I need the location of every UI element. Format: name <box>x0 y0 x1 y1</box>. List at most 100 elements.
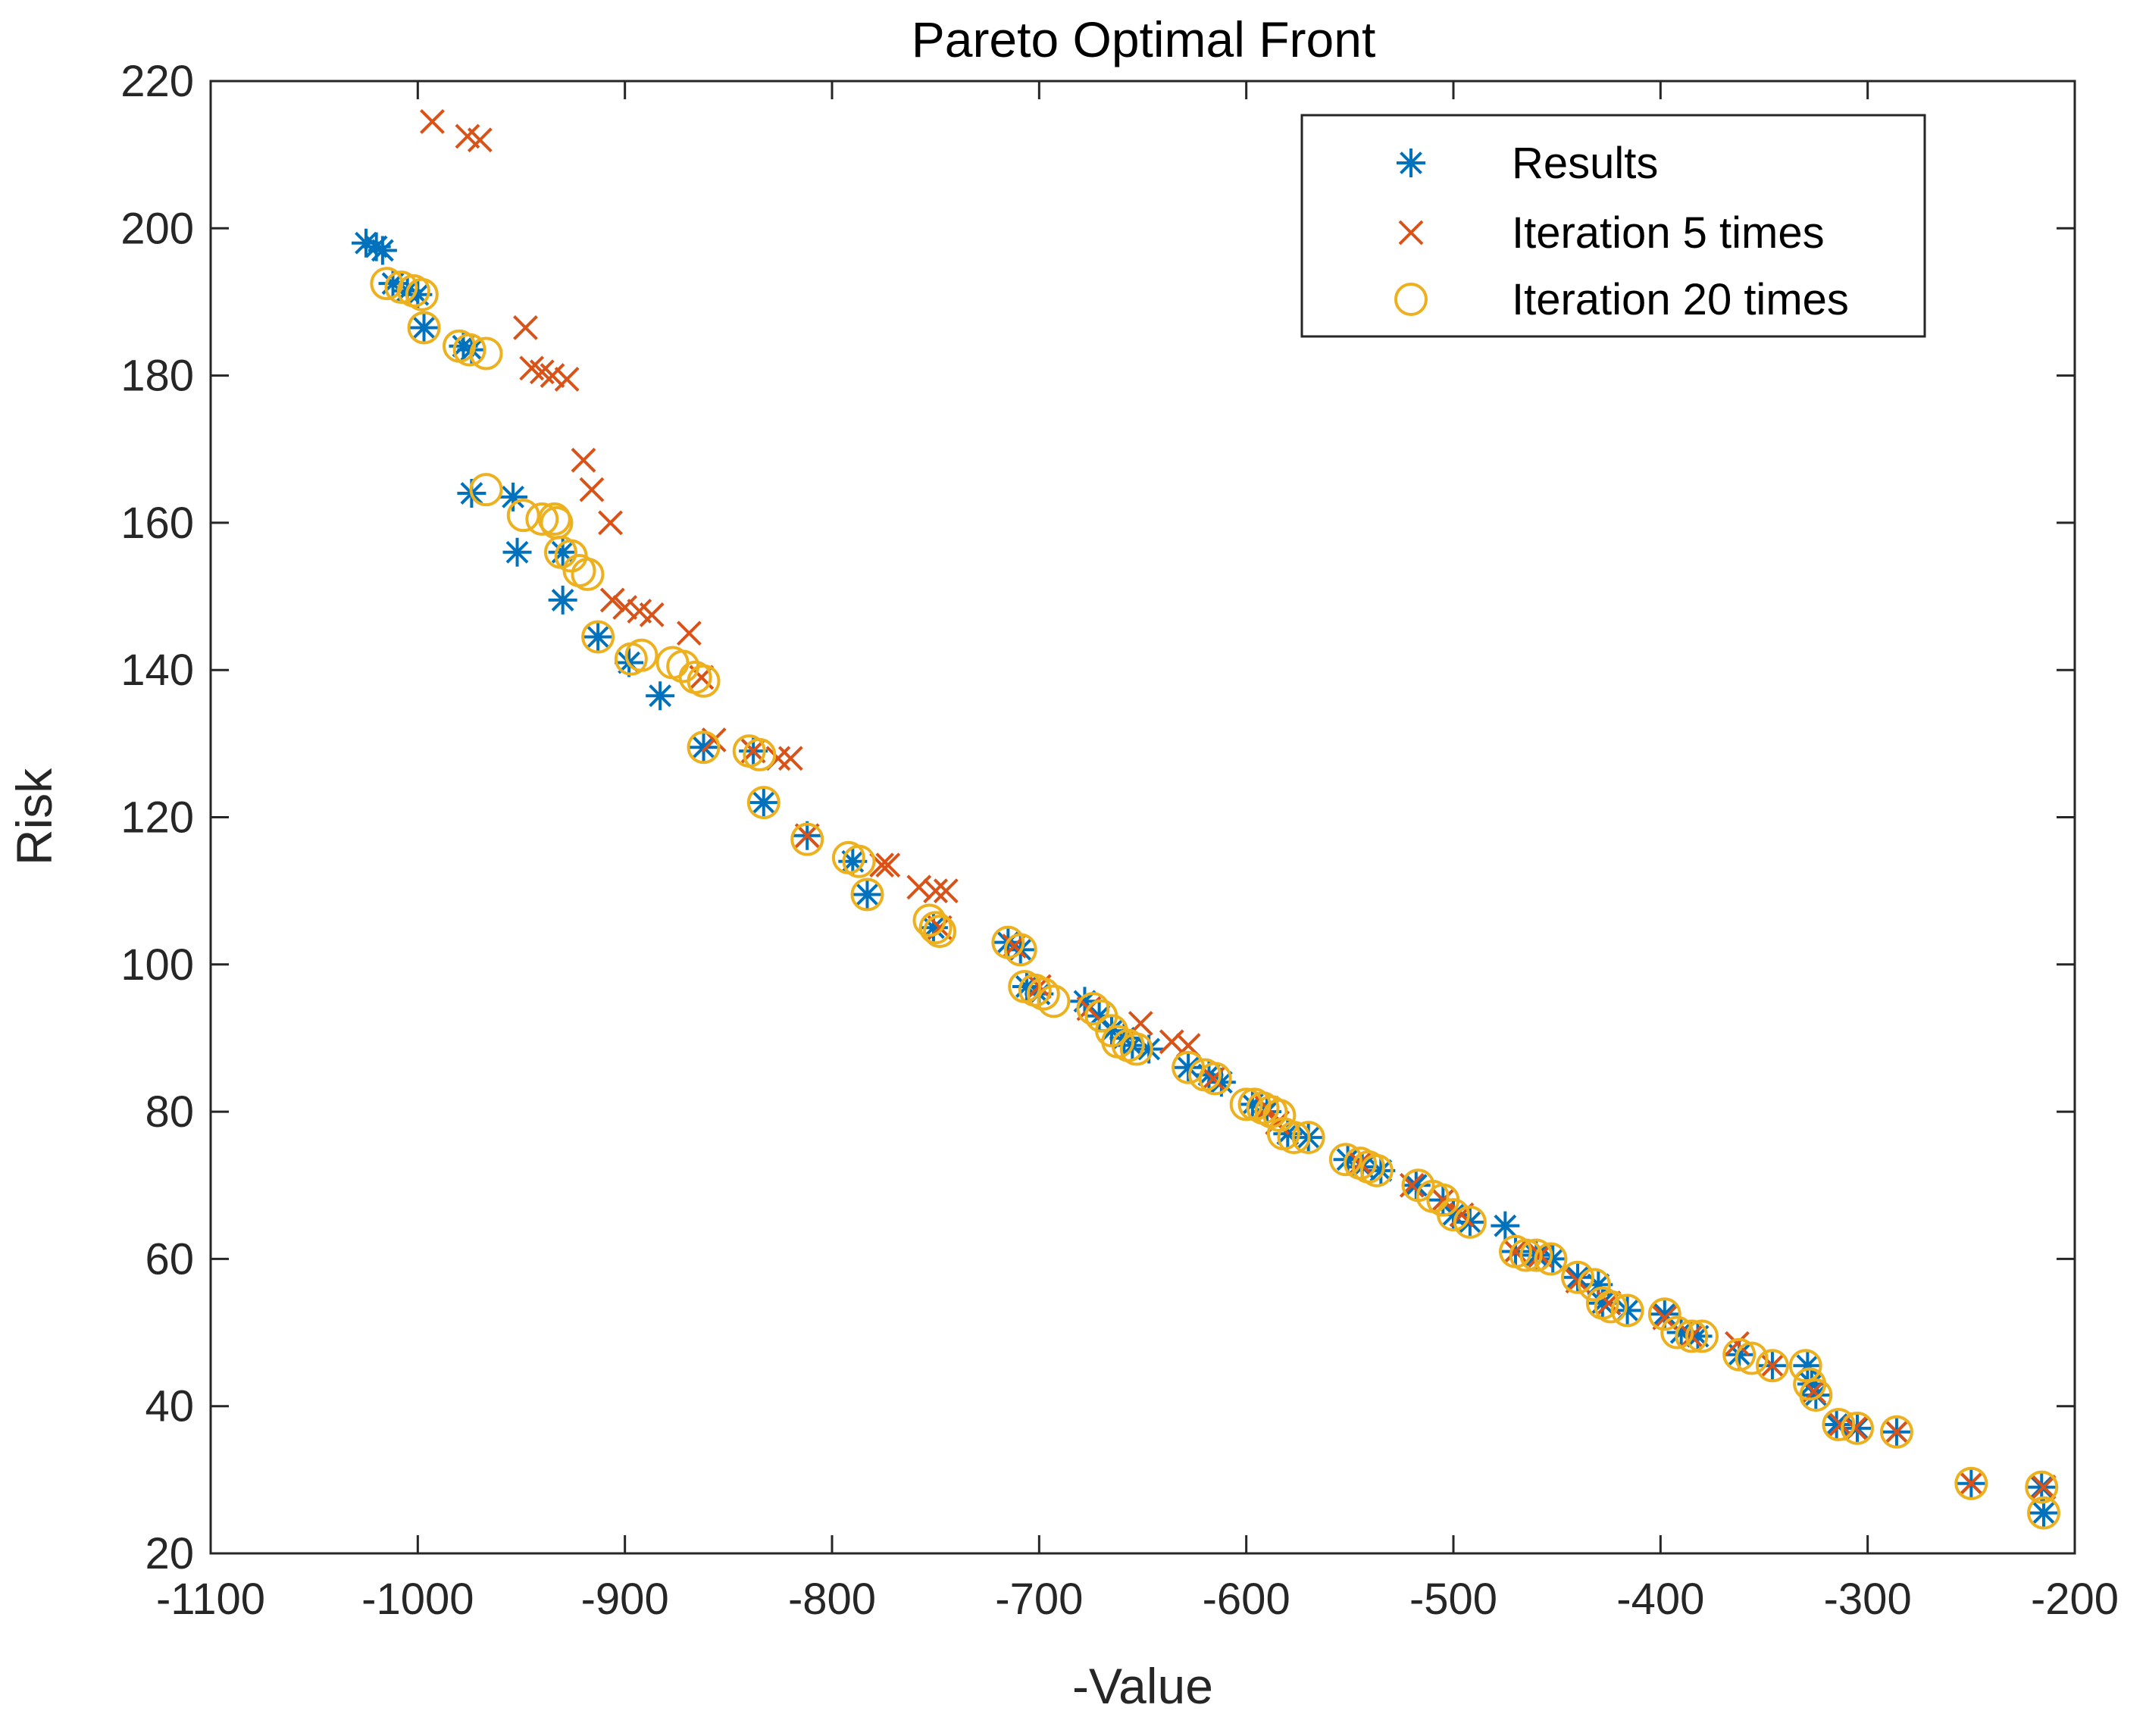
iteration-20-point <box>407 311 441 345</box>
iteration-5-point <box>1958 1471 1984 1497</box>
iteration-20-point <box>1879 1415 1913 1449</box>
iteration-20-point <box>687 730 721 765</box>
iteration-5-point <box>571 447 596 473</box>
iteration-20-point <box>1519 1238 1553 1272</box>
results-point <box>1563 1262 1592 1292</box>
y-axis-label: Risk <box>6 768 62 865</box>
results-point <box>689 733 718 762</box>
iteration-20-point <box>452 333 486 367</box>
iteration-20-point <box>384 271 418 305</box>
iteration-5-point <box>794 823 820 849</box>
results-point <box>403 280 433 309</box>
iteration-20-point <box>1437 1198 1470 1232</box>
iteration-5-point <box>875 852 901 878</box>
iteration-20-point <box>1229 1087 1263 1121</box>
iteration-20-point <box>912 903 946 937</box>
iteration-20-point <box>1561 1260 1594 1294</box>
iteration-20-point <box>1735 1341 1769 1375</box>
results-point <box>1822 1409 1851 1439</box>
iteration-20-point <box>842 844 876 878</box>
iteration-5-point <box>2031 1475 2057 1500</box>
iteration-20-point <box>1076 992 1110 1026</box>
results-point <box>1070 987 1100 1016</box>
iteration-20-point <box>571 557 605 591</box>
iteration-20-point <box>1026 977 1060 1011</box>
results-point <box>918 913 948 943</box>
iteration-20-point <box>1328 1143 1362 1177</box>
iteration-20-point <box>1647 1297 1681 1331</box>
iteration-20-point <box>1534 1242 1568 1276</box>
iteration-20-point <box>469 473 503 507</box>
iteration-20-point <box>1291 1121 1325 1155</box>
results-point <box>361 232 391 261</box>
legend-items: Results Iteration 5 times Iteration 20 tim… <box>1394 139 1849 324</box>
iteration-20-point <box>1675 1319 1709 1353</box>
iteration-20-point <box>2025 1470 2059 1504</box>
iteration-20-point <box>537 502 571 536</box>
legend-entry-label: Iteration 5 times <box>1512 208 1825 258</box>
iteration-5-point <box>777 746 803 771</box>
y-tick-label: 100 <box>120 940 194 990</box>
results-point <box>499 482 528 511</box>
iteration-20-point <box>1277 1121 1311 1155</box>
results-point <box>1366 1156 1396 1185</box>
x-tick-label: -900 <box>581 1575 669 1624</box>
iteration-20-point <box>1037 984 1071 1018</box>
iteration-20-point <box>1660 1315 1694 1350</box>
iteration-20-point <box>1722 1337 1757 1372</box>
iteration-5-point <box>599 587 625 613</box>
iteration-20-point <box>923 915 957 949</box>
iteration-20-point <box>1755 1349 1789 1383</box>
axis-ticks: -1100 -1000 -900 -800 -700 -600 -500 -400 -300 -2… <box>120 57 2119 1624</box>
x-tick-label: -300 <box>1824 1575 1912 1624</box>
y-tick-label: 220 <box>120 57 194 106</box>
chart-title: Pareto Optimal Front <box>912 11 1376 67</box>
results-point <box>1401 1171 1431 1200</box>
y-tick-label: 80 <box>145 1087 194 1137</box>
results-point <box>1097 1016 1126 1046</box>
iteration-20-point <box>918 911 953 945</box>
results-point <box>1491 1211 1520 1240</box>
results-point <box>409 313 439 343</box>
iteration-5-point <box>1430 1187 1456 1213</box>
iteration-20-point <box>790 822 824 856</box>
iteration-20-point <box>1841 1411 1874 1445</box>
results-point <box>1793 1351 1822 1381</box>
iteration-5-point <box>906 874 932 900</box>
iteration-20-point <box>1453 1205 1487 1239</box>
iteration-5-point <box>1159 1029 1184 1055</box>
results-point <box>1666 1318 1696 1347</box>
iteration-5-point <box>467 127 493 153</box>
legend-marker <box>1397 149 1425 177</box>
results-point <box>548 585 577 615</box>
results-point <box>1206 1068 1236 1097</box>
iteration-5-point <box>579 477 605 502</box>
iteration-20-point <box>1359 1153 1394 1187</box>
y-tick-label: 40 <box>145 1382 194 1431</box>
iteration-5-point <box>1652 1305 1678 1331</box>
iteration-5-point <box>933 878 959 904</box>
iteration-20-point <box>581 620 615 654</box>
x-tick-label: -400 <box>1616 1575 1704 1624</box>
iteration-20-point <box>850 877 884 912</box>
results-point <box>1797 1369 1826 1399</box>
iteration-20-point <box>1788 1349 1822 1383</box>
results-point <box>749 788 778 818</box>
iteration-20-point <box>1198 1062 1232 1096</box>
results-point <box>1538 1244 1568 1274</box>
iteration-20-point <box>1577 1268 1611 1302</box>
iteration-5-point <box>420 109 445 134</box>
legend-marker <box>1398 220 1424 246</box>
results-point <box>1584 1270 1613 1300</box>
results-point <box>1588 1288 1617 1318</box>
results-point <box>1725 1340 1754 1369</box>
iteration-5-point <box>639 602 665 627</box>
results-point <box>838 846 868 876</box>
iteration-20-point <box>1610 1293 1644 1328</box>
results-point <box>1613 1296 1642 1325</box>
results-point <box>2029 1498 2058 1528</box>
iteration-20-point <box>746 786 781 820</box>
legend-marker <box>1394 283 1428 316</box>
y-tick-label: 140 <box>120 646 194 695</box>
